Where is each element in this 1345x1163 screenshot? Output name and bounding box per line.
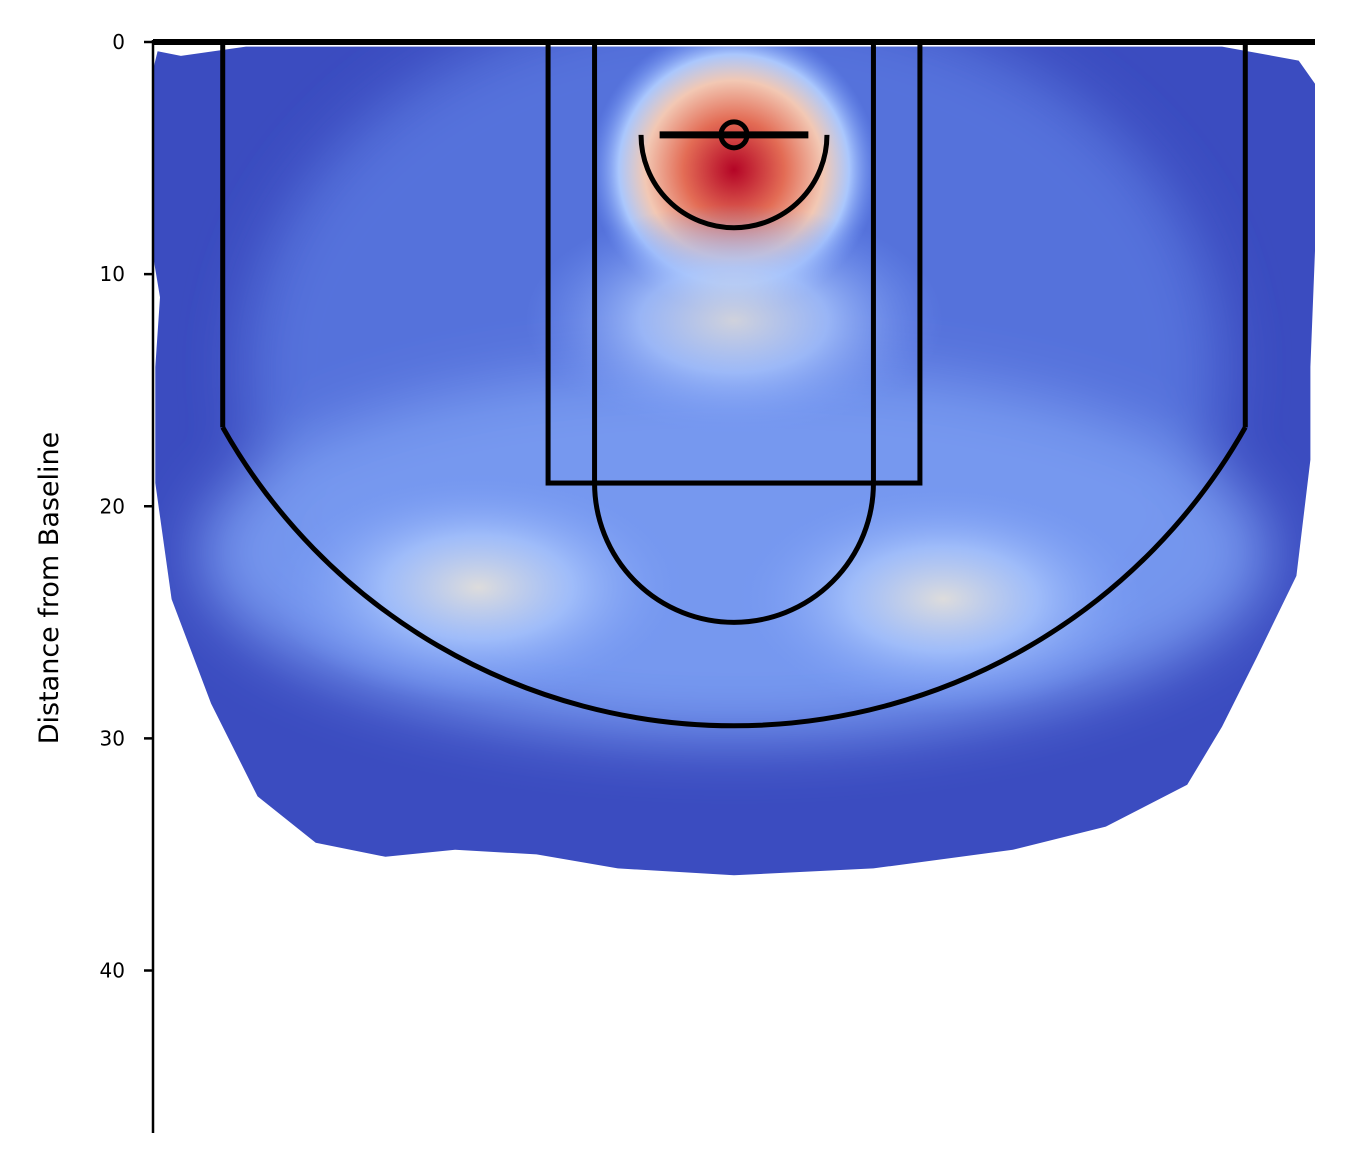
y-tick-label: 10 [100, 262, 125, 286]
hotspot-paint [524, 204, 944, 437]
three-point-arc [220, 426, 1248, 729]
plot-area [153, 46, 1315, 876]
restricted-area-arc [638, 134, 830, 231]
y-tick-label: 20 [100, 494, 125, 518]
hoop [718, 119, 750, 151]
free-throw-circle [592, 483, 876, 625]
hotspot-right-wing [734, 483, 1153, 716]
y-tick-label: 0 [112, 30, 125, 54]
y-tick-label: 40 [100, 959, 125, 983]
y-axis-label: Distance from Baseline [34, 432, 65, 745]
y-axis: 0 10 20 30 40 [100, 30, 155, 1133]
density-band-layer [199, 46, 1269, 739]
court-lines [153, 39, 1315, 729]
inner-lane [592, 39, 876, 486]
hotspot-left-wing [269, 471, 688, 704]
y-tick-label: 30 [100, 726, 125, 750]
